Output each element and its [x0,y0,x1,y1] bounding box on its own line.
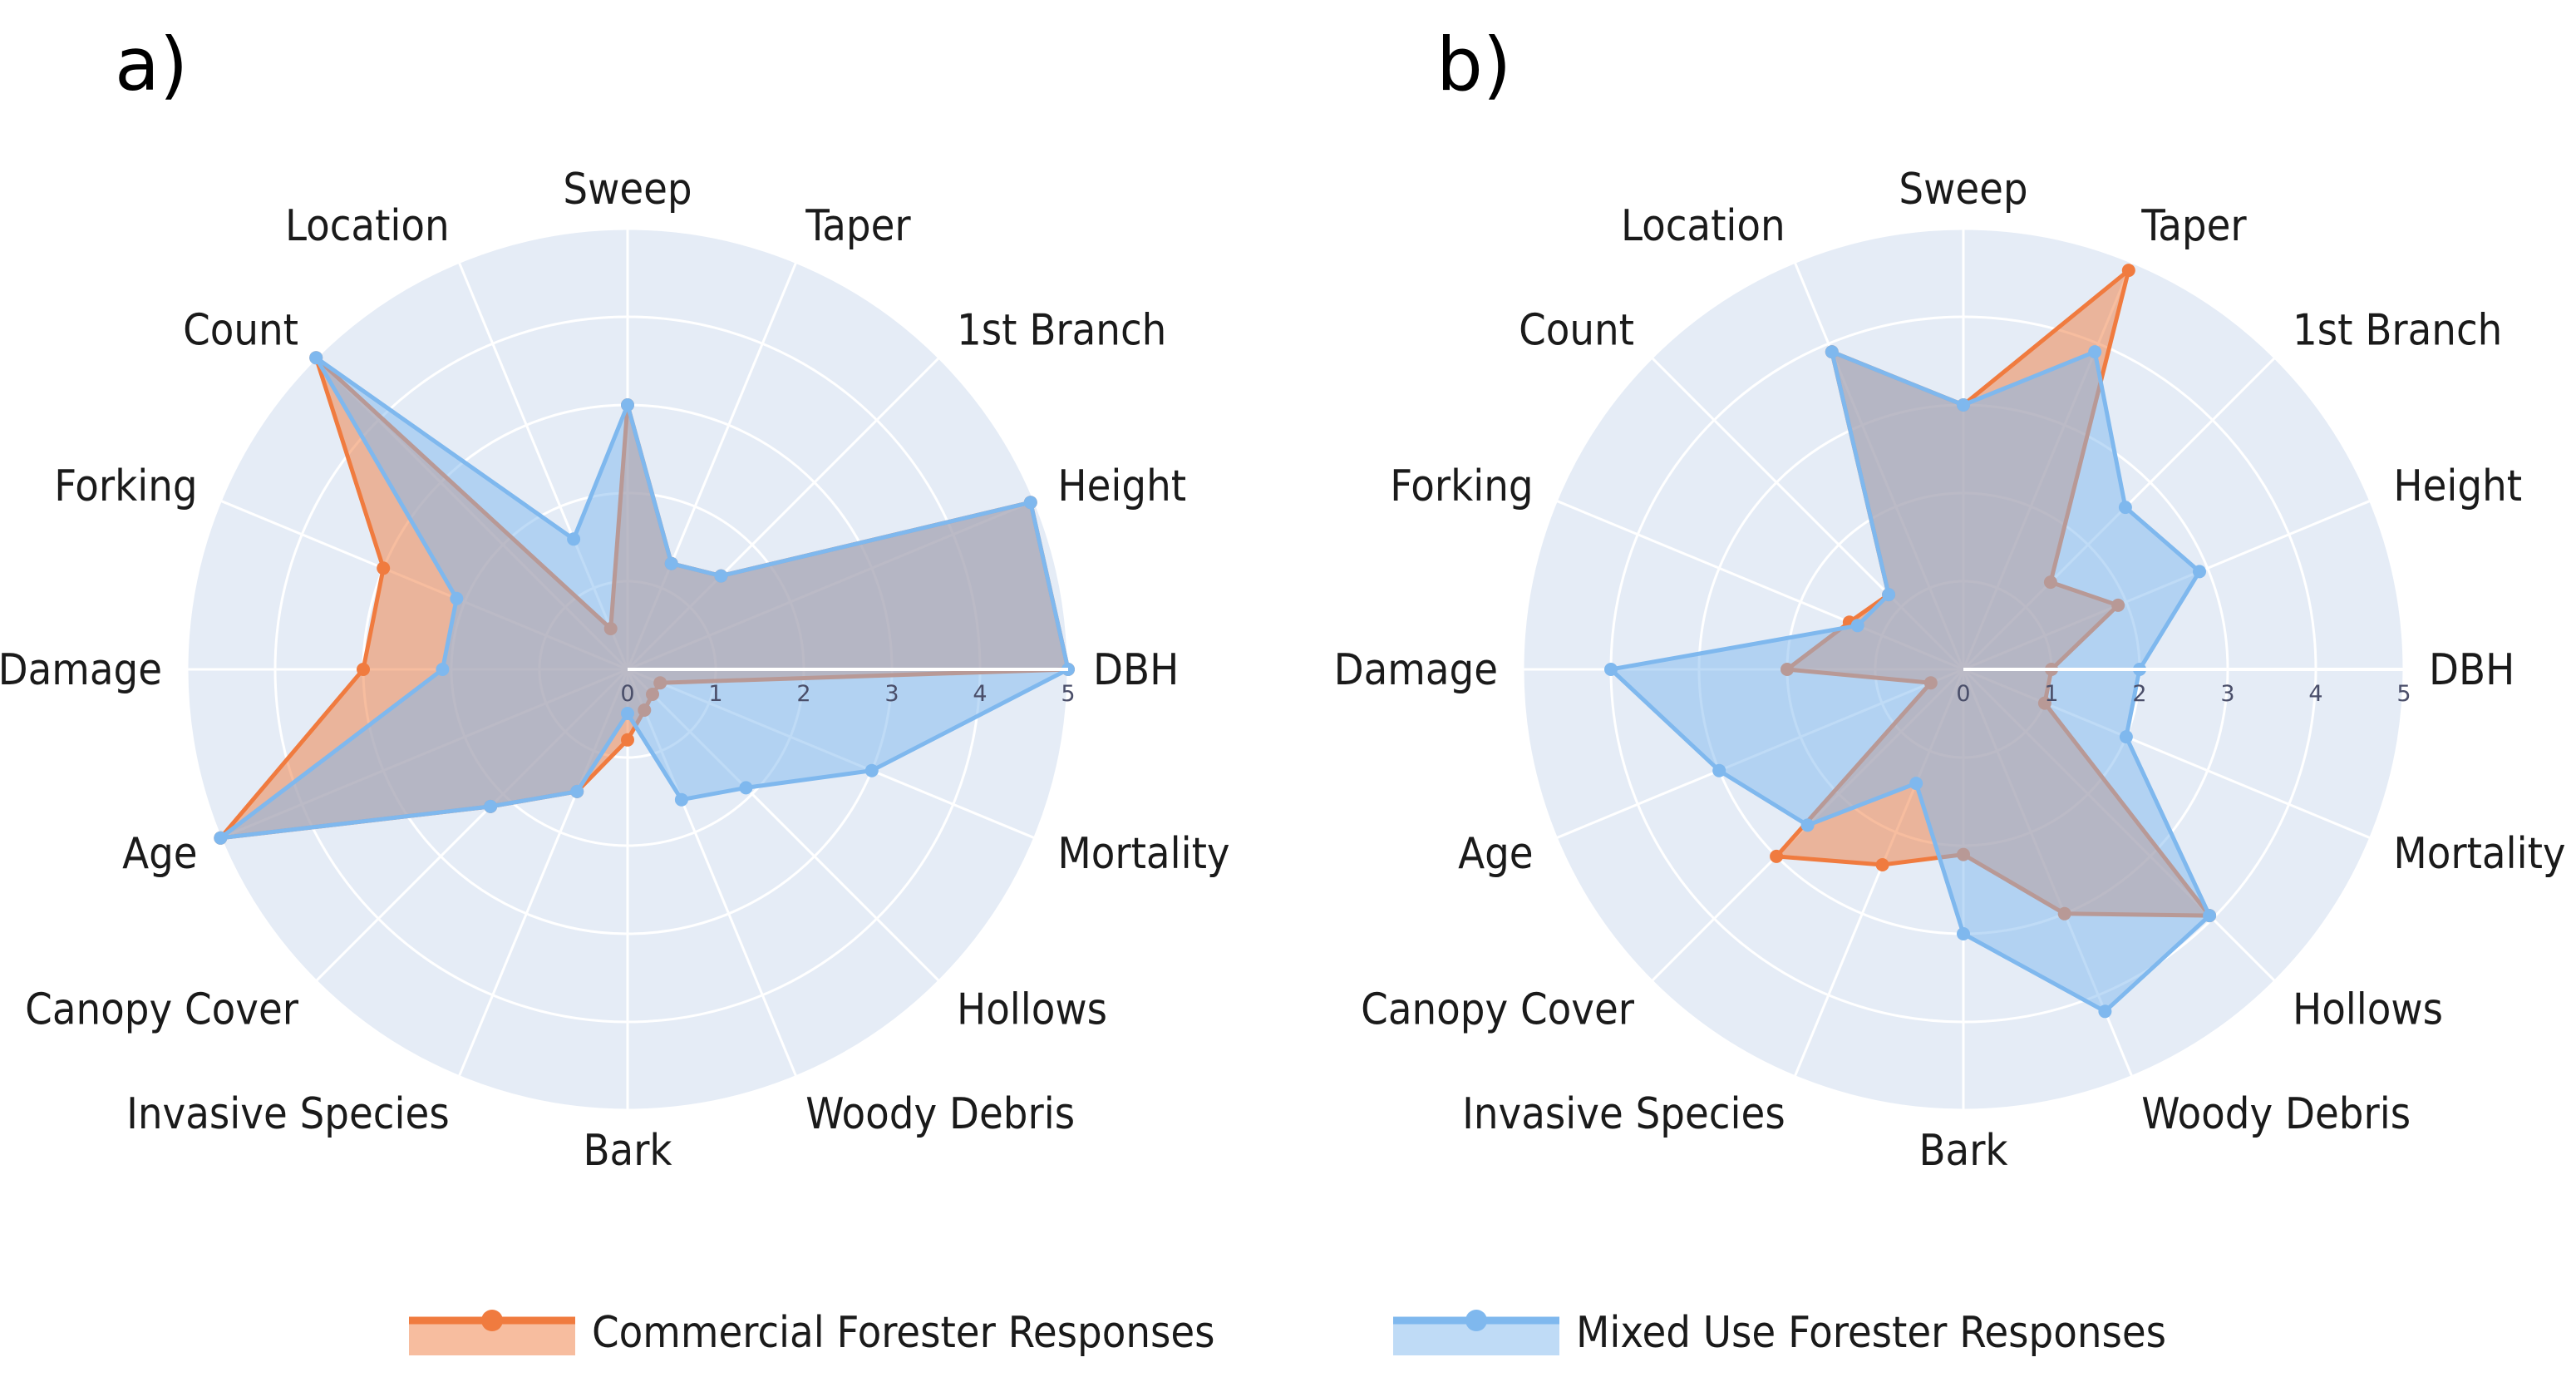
radial-tick-label: 2 [2132,681,2146,707]
axis-label-invasive-species: Invasive Species [126,1089,450,1139]
data-point[interactable] [2203,909,2217,923]
data-point[interactable] [570,784,584,798]
data-point[interactable] [2193,565,2206,579]
axis-label-hollows: Hollows [957,985,1107,1035]
axis-label-forking: Forking [54,461,197,511]
axis-label-location: Location [285,201,450,251]
data-point[interactable] [2118,501,2132,515]
legend: Commercial Forester Responses Mixed Use … [409,1308,2166,1358]
radial-tick-label: 0 [1956,681,1970,707]
radial-tick-label: 5 [1061,681,1075,707]
axis-label-canopy-cover: Canopy Cover [1361,985,1635,1035]
data-point[interactable] [674,792,688,807]
axis-label-taper: Taper [805,201,911,251]
data-point[interactable] [2088,345,2102,359]
axis-label-location: Location [1621,201,1785,251]
data-point[interactable] [1957,398,1970,412]
legend-item-commercial[interactable]: Commercial Forester Responses [409,1308,1215,1358]
axis-label-1st-branch: 1st Branch [2293,305,2502,355]
radial-tick-label: 1 [2044,681,2058,707]
data-point[interactable] [714,569,728,583]
axis-label-taper: Taper [2140,201,2247,251]
panel-label: b) [1436,22,1511,107]
data-point[interactable] [484,799,498,813]
legend-swatch-commercial-marker [481,1310,503,1331]
data-point[interactable] [1882,588,1896,602]
radial-tick-label: 0 [620,681,634,707]
axis-label-mortality: Mortality [2393,829,2565,879]
data-point[interactable] [621,398,634,412]
data-point[interactable] [621,707,634,720]
axis-label-1st-branch: 1st Branch [957,305,1166,355]
data-point[interactable] [436,663,450,676]
axis-label-damage: Damage [1334,645,1498,695]
data-point[interactable] [377,561,391,575]
data-point[interactable] [2098,1004,2112,1019]
radial-tick-label: 2 [796,681,810,707]
radial-tick-label: 3 [2220,681,2234,707]
legend-label-commercial: Commercial Forester Responses [592,1308,1215,1358]
axis-label-bark: Bark [583,1126,672,1176]
radial-tick-label: 3 [884,681,899,707]
axis-label-mortality: Mortality [1057,829,1229,879]
data-point[interactable] [1909,777,1923,791]
axis-label-damage: Damage [0,645,162,695]
data-point[interactable] [621,733,634,747]
data-point[interactable] [1957,927,1970,940]
radial-tick-label: 5 [2396,681,2411,707]
legend-item-mixed[interactable]: Mixed Use Forester Responses [1393,1308,2166,1358]
data-point[interactable] [864,763,879,777]
radar-panel-b: b) 0 1 2 3 4 5 DBH Height 1st Branch Taper Sweep Loc… [1334,22,2566,1176]
data-point[interactable] [1850,619,1864,633]
data-point[interactable] [739,781,753,795]
panel-label: a) [115,22,188,107]
data-point[interactable] [450,591,464,605]
data-point[interactable] [1023,496,1037,510]
data-point[interactable] [1875,858,1889,871]
axis-label-dbh: DBH [1093,645,1179,695]
axis-label-bark: Bark [1918,1126,2007,1176]
data-point[interactable] [1770,849,1784,863]
data-point[interactable] [2119,730,2133,744]
legend-label-mixed: Mixed Use Forester Responses [1576,1308,2166,1358]
axis-label-age: Age [1458,829,1534,879]
radial-tick-label: 4 [973,681,987,707]
data-point[interactable] [1825,345,1839,359]
radial-tick-label: 1 [708,681,722,707]
data-point[interactable] [1604,663,1618,676]
radial-tick-label: 4 [2308,681,2322,707]
data-point[interactable] [357,663,370,676]
axis-label-age: Age [122,829,198,879]
axis-label-hollows: Hollows [2293,985,2443,1035]
data-point[interactable] [309,351,323,365]
data-point[interactable] [567,532,581,546]
axis-label-count: Count [1519,305,1634,355]
axis-label-woody-debris: Woody Debris [2141,1089,2411,1139]
data-point[interactable] [2121,264,2135,278]
radar-panel-a: a) 0 1 2 3 4 5 DBH Height 1st Branch Taper Sweep Loc… [0,22,1230,1176]
legend-swatch-mixed-marker [1465,1310,1487,1331]
series-mixed-use-forester-responses [214,351,1075,845]
axis-label-sweep: Sweep [1899,165,2027,215]
axis-label-forking: Forking [1390,461,1533,511]
axis-label-count: Count [183,305,298,355]
axis-label-dbh: DBH [2429,645,2514,695]
data-point[interactable] [214,831,228,845]
axis-label-height: Height [1057,461,1186,511]
axis-label-sweep: Sweep [563,165,692,215]
axis-label-canopy-cover: Canopy Cover [25,985,299,1035]
data-point[interactable] [1800,818,1815,832]
axis-label-height: Height [2393,461,2522,511]
series-mixed-use-forester-responses [1604,345,2217,1019]
data-point[interactable] [664,556,678,570]
axis-label-woody-debris: Woody Debris [805,1089,1075,1139]
data-point[interactable] [1712,763,1726,777]
axis-label-invasive-species: Invasive Species [1462,1089,1785,1139]
